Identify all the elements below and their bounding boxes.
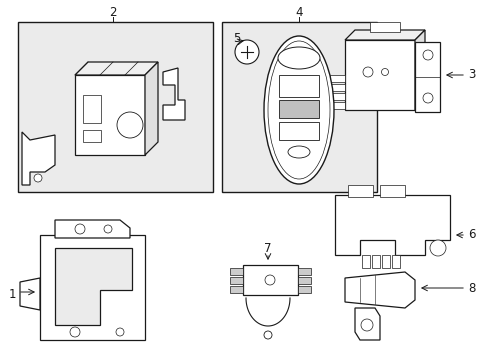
Circle shape (422, 93, 432, 103)
Text: 8: 8 (468, 282, 475, 294)
Polygon shape (345, 40, 414, 110)
Bar (279, 75, 318, 97)
Polygon shape (329, 102, 345, 109)
Ellipse shape (278, 47, 319, 69)
Polygon shape (329, 75, 345, 82)
Text: 3: 3 (468, 68, 475, 81)
Bar (229, 277, 243, 284)
Bar (83, 130, 101, 142)
Bar (229, 268, 243, 275)
Polygon shape (75, 62, 158, 75)
Polygon shape (345, 272, 414, 308)
Bar (229, 286, 243, 293)
Polygon shape (55, 248, 132, 325)
Polygon shape (414, 42, 439, 112)
Circle shape (264, 275, 274, 285)
Polygon shape (345, 30, 424, 40)
Polygon shape (329, 93, 345, 100)
Circle shape (264, 331, 271, 339)
Bar (243, 265, 297, 295)
Text: 6: 6 (468, 229, 475, 242)
Text: 2: 2 (109, 6, 117, 19)
Polygon shape (381, 255, 389, 268)
Text: 1: 1 (8, 288, 16, 302)
Circle shape (381, 68, 387, 76)
Ellipse shape (287, 146, 309, 158)
Circle shape (422, 50, 432, 60)
Polygon shape (354, 308, 379, 340)
Polygon shape (163, 68, 184, 120)
Circle shape (117, 112, 142, 138)
Bar (83, 95, 101, 123)
Polygon shape (371, 255, 379, 268)
Polygon shape (55, 220, 130, 238)
Bar (347, 185, 372, 197)
Polygon shape (334, 195, 449, 255)
Circle shape (362, 67, 372, 77)
Bar (222, 22, 376, 192)
Bar (297, 277, 310, 284)
Bar (379, 185, 404, 197)
Circle shape (360, 319, 372, 331)
Polygon shape (40, 235, 145, 340)
Bar (297, 286, 310, 293)
Circle shape (104, 225, 112, 233)
Circle shape (34, 174, 42, 182)
Polygon shape (75, 75, 145, 155)
Circle shape (75, 224, 85, 234)
Polygon shape (22, 132, 55, 185)
Bar (369, 22, 399, 32)
Polygon shape (145, 62, 158, 155)
Bar (18, 22, 213, 192)
Polygon shape (20, 278, 40, 310)
Polygon shape (329, 84, 345, 91)
Circle shape (429, 240, 445, 256)
Polygon shape (361, 255, 369, 268)
Bar (279, 122, 318, 140)
Text: 4: 4 (295, 6, 302, 19)
Circle shape (235, 40, 259, 64)
Polygon shape (414, 30, 424, 110)
Ellipse shape (264, 36, 333, 184)
Text: 7: 7 (264, 242, 271, 255)
Polygon shape (391, 255, 399, 268)
Bar (297, 268, 310, 275)
Text: 5: 5 (233, 31, 240, 45)
Bar (279, 100, 318, 118)
Circle shape (70, 327, 80, 337)
Circle shape (116, 328, 124, 336)
